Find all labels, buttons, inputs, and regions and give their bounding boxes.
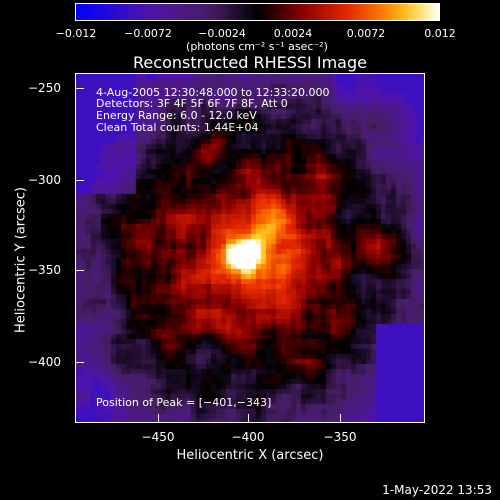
y-axis-label: Heliocentric Y (arcsec) [13, 187, 29, 333]
y-tick-mark [76, 180, 84, 181]
y-tick-label: −400 [28, 355, 61, 369]
x-tick-mark [158, 414, 159, 422]
colorbar [75, 3, 440, 21]
footer-date: 1-May-2022 13:53 [382, 483, 492, 497]
y-tick-mark [76, 362, 84, 363]
y-tick-mark [76, 270, 84, 271]
peak-position: Position of Peak = [−401,−343] [96, 396, 272, 409]
y-tick-label: −300 [28, 173, 61, 187]
colorbar-tick: −0.0024 [198, 27, 246, 40]
colorbar-tick: −0.012 [55, 27, 97, 40]
x-tick-label: −450 [141, 430, 175, 444]
y-tick-label: −350 [28, 263, 61, 277]
plot-title: Reconstructed RHESSI Image [133, 53, 367, 72]
clean-counts: Clean Total counts: 1.44E+04 [96, 121, 259, 134]
x-tick-label: −400 [231, 430, 265, 444]
colorbar-tick: −0.0072 [124, 27, 172, 40]
solar-image [76, 74, 424, 422]
colorbar-tick: 0.0072 [346, 27, 386, 40]
colorbar-units: (photons cm⁻² s⁻¹ asec⁻²) [186, 40, 328, 53]
time-range: 4-Aug-2005 12:30:48.000 to 12:33:20.000 [96, 86, 330, 99]
colorbar-tick: 0.012 [424, 27, 456, 40]
x-axis-label: Heliocentric X (arcsec) [176, 448, 324, 463]
detectors-info: Detectors: 3F 4F 5F 6F 7F 8F, Att 0 [96, 97, 288, 110]
y-tick-label: −250 [28, 81, 61, 95]
y-tick-mark [76, 88, 84, 89]
x-tick-label: −350 [323, 430, 357, 444]
colorbar-tick: 0.0024 [273, 27, 313, 40]
image-plot: 4-Aug-2005 12:30:48.000 to 12:33:20.000 … [75, 73, 425, 423]
energy-range: Energy Range: 6.0 - 12.0 keV [96, 109, 257, 122]
x-tick-mark [340, 414, 341, 422]
x-tick-mark [248, 414, 249, 422]
